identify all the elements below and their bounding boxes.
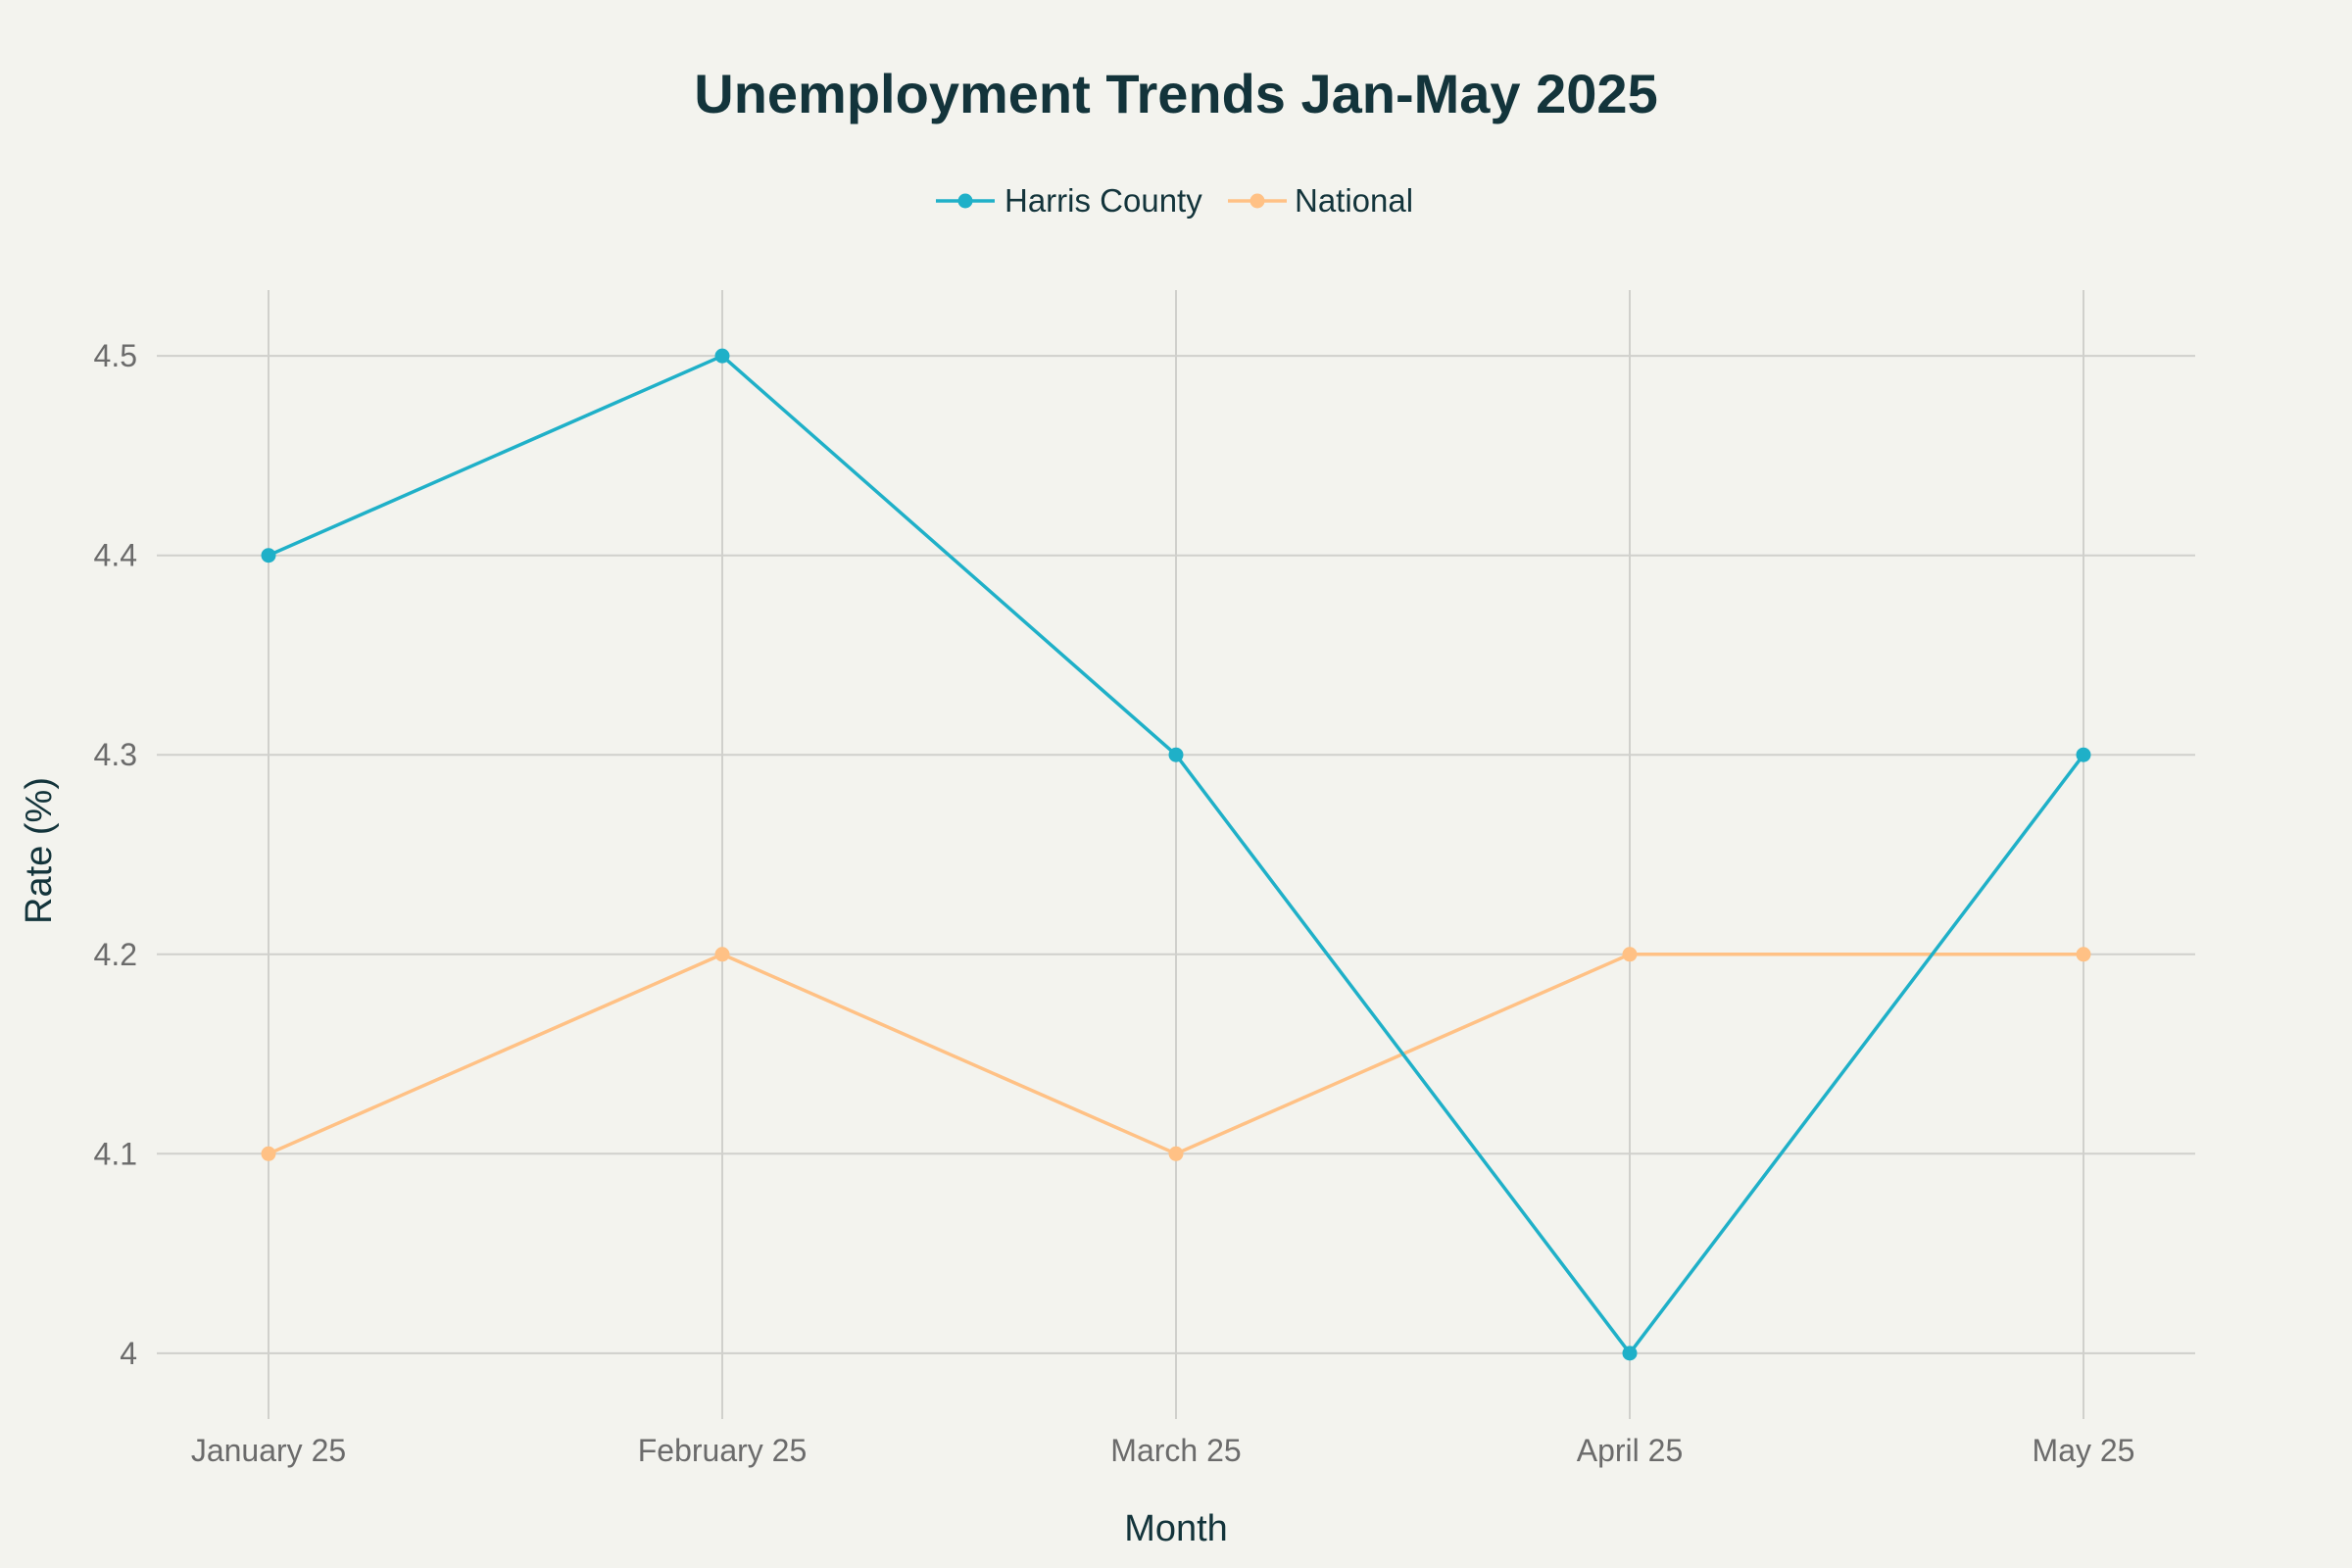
harris-county-point xyxy=(714,348,730,364)
series-harris-county xyxy=(261,348,2091,1361)
national-point xyxy=(1168,1146,1184,1161)
legend-swatch-marker xyxy=(957,193,973,209)
national-point xyxy=(714,947,730,962)
x-axis-title: Month xyxy=(1124,1508,1228,1549)
harris-county-point xyxy=(2076,747,2091,762)
national-point xyxy=(261,1146,276,1161)
legend-item-national: National xyxy=(1228,182,1413,219)
legend-label: Harris County xyxy=(1004,182,1202,219)
national-point xyxy=(1622,947,1638,962)
harris-county-point xyxy=(1622,1346,1638,1361)
x-tick-label: April 25 xyxy=(1577,1433,1684,1468)
y-axis-title: Rate (%) xyxy=(19,777,60,924)
legend-swatch-marker xyxy=(1250,193,1265,209)
x-tick-label: May 25 xyxy=(2033,1433,2135,1468)
x-tick-label: February 25 xyxy=(638,1433,808,1468)
y-tick-label: 4.5 xyxy=(94,338,137,373)
legend-label: National xyxy=(1295,182,1413,219)
legend-item-harris-county: Harris County xyxy=(936,182,1202,219)
y-tick-label: 4.1 xyxy=(94,1136,137,1171)
x-tick-label: March 25 xyxy=(1110,1433,1241,1468)
national-point xyxy=(2076,947,2091,962)
legend: Harris County National xyxy=(936,182,1413,219)
x-tick-label: January 25 xyxy=(191,1433,346,1468)
chart-title: Unemployment Trends Jan-May 2025 xyxy=(694,63,1657,124)
y-tick-label: 4.4 xyxy=(94,538,137,573)
series-layer xyxy=(261,348,2091,1361)
x-axis-ticks: January 25 February 25 March 25 April 25 May… xyxy=(191,1433,2135,1468)
grid xyxy=(157,290,2195,1419)
harris-county-point xyxy=(261,548,276,564)
harris-county-point xyxy=(1168,747,1184,762)
y-axis-ticks: 4 4.1 4.2 4.3 4.4 4.5 xyxy=(94,338,137,1371)
y-tick-label: 4.2 xyxy=(94,937,137,972)
series-national xyxy=(261,947,2091,1161)
y-tick-label: 4.3 xyxy=(94,737,137,772)
y-tick-label: 4 xyxy=(120,1336,137,1371)
